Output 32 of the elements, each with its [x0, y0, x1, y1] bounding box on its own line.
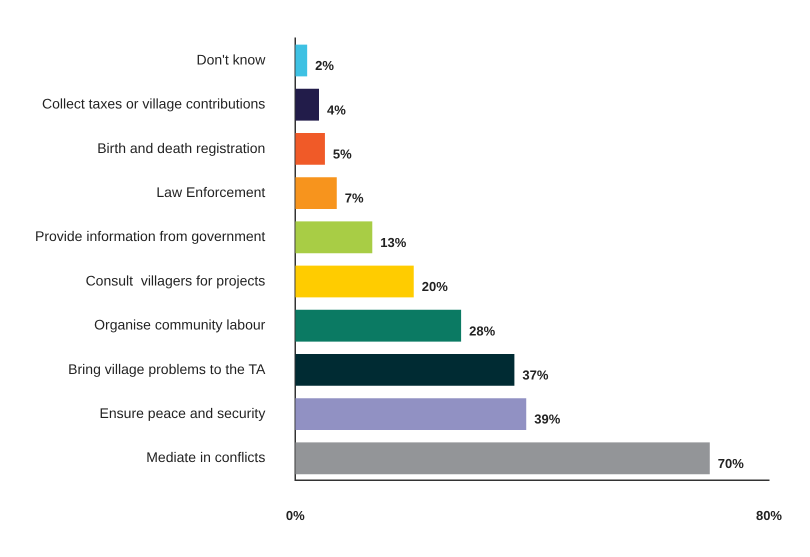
- x-tick-label: 0%: [286, 508, 306, 523]
- data-label: 13%: [380, 234, 407, 250]
- data-label: 37%: [522, 367, 549, 382]
- data-label: 7%: [344, 190, 364, 206]
- bar: [295, 398, 526, 430]
- y-tick-label: Bring village problems to the TA: [68, 360, 266, 377]
- y-tick-label: Collect taxes or village contributions: [42, 96, 266, 112]
- bar: [295, 310, 462, 342]
- y-tick-label: Consult villagers for projects: [86, 272, 266, 288]
- bar: [295, 132, 325, 165]
- x-tick-label: 80%: [756, 508, 782, 523]
- data-label: 4%: [327, 102, 346, 118]
- data-label: 70%: [718, 456, 744, 471]
- bar: [295, 44, 308, 76]
- data-label: 39%: [534, 412, 561, 427]
- bar: [295, 266, 414, 298]
- bar: [295, 354, 514, 386]
- data-label: 5%: [332, 146, 352, 162]
- y-tick-label: Don't know: [196, 51, 266, 68]
- y-tick-label: Birth and death registration: [97, 140, 266, 156]
- y-tick-label: Law Enforcement: [156, 184, 266, 200]
- bar: [295, 177, 337, 210]
- y-tick-label: Organise community labour: [94, 316, 266, 333]
- bar: [295, 88, 320, 121]
- data-label: 2%: [315, 58, 334, 74]
- y-tick-label: Ensure peace and security: [100, 404, 266, 421]
- bar: [295, 442, 710, 474]
- bar: [295, 221, 372, 254]
- data-label: 20%: [422, 279, 448, 294]
- data-label: 28%: [469, 323, 496, 338]
- y-tick-label: Provide information from government: [34, 228, 266, 244]
- y-tick-label: Mediate in conflicts: [146, 449, 266, 466]
